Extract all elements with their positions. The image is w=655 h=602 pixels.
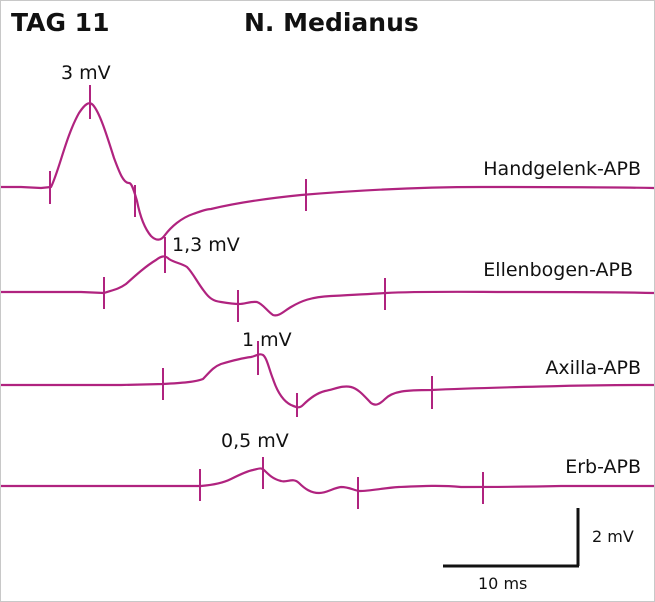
- trace-erb-waveform: [1, 467, 654, 495]
- trace-handgelenk-apb: 3 mV Handgelenk-APB: [1, 62, 654, 241]
- amplitude-label: 3 mV: [61, 62, 111, 84]
- amplitude-label: 1,3 mV: [172, 234, 240, 256]
- trace-ellenbogen-waveform: [1, 255, 654, 317]
- trace-label: Axilla-APB: [545, 357, 641, 379]
- nerve-title: N. Medianus: [244, 8, 419, 37]
- trace-handgelenk-waveform: [1, 102, 654, 241]
- day-title: TAG 11: [11, 8, 109, 37]
- scale-bar: 2 mV 10 ms: [443, 508, 634, 593]
- scale-horizontal-label: 10 ms: [478, 574, 527, 593]
- trace-erb-apb: 0,5 mV Erb-APB: [1, 430, 654, 509]
- amplitude-label: 1 mV: [242, 329, 292, 351]
- trace-axilla-apb: 1 mV Axilla-APB: [1, 329, 654, 417]
- scale-vertical-label: 2 mV: [592, 527, 634, 546]
- trace-label: Handgelenk-APB: [483, 158, 641, 180]
- trace-label: Ellenbogen-APB: [483, 259, 633, 281]
- trace-ellenbogen-apb: 1,3 mV Ellenbogen-APB: [1, 234, 654, 322]
- amplitude-label: 0,5 mV: [221, 430, 289, 452]
- trace-label: Erb-APB: [565, 456, 641, 478]
